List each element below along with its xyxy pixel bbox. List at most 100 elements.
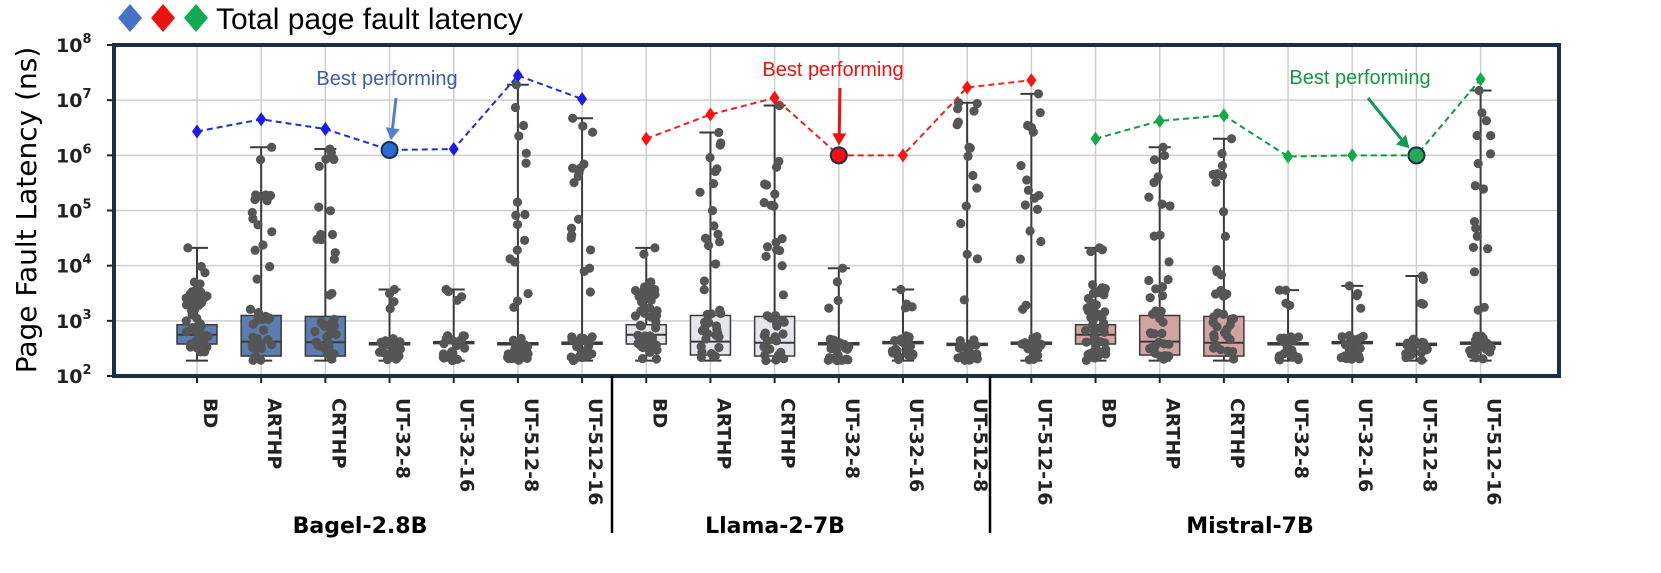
data-point: [761, 251, 771, 262]
data-point: [573, 171, 583, 182]
data-point: [829, 335, 839, 345]
data-point: [696, 352, 706, 362]
data-point: [1154, 337, 1164, 347]
data-point: [185, 289, 195, 299]
data-point: [772, 321, 782, 331]
data-point: [714, 237, 725, 247]
data-point: [1164, 257, 1174, 267]
x-tick-label: UT-512-8: [1418, 398, 1440, 492]
data-point: [778, 329, 788, 339]
x-tick-label: CRTHP: [1226, 398, 1248, 469]
x-tick-label: UT-32-8: [1290, 398, 1312, 479]
data-point: [456, 335, 466, 346]
x-tick-label: UT-512-8: [969, 398, 991, 492]
x-tick-label: BD: [1098, 398, 1120, 428]
data-point: [1163, 274, 1173, 285]
data-point: [521, 158, 531, 168]
data-point: [245, 304, 255, 314]
data-point: [1033, 339, 1044, 349]
data-point: [310, 326, 320, 337]
data-point: [953, 117, 963, 127]
data-point: [265, 190, 276, 201]
data-point: [1094, 243, 1104, 253]
data-point: [1088, 280, 1098, 290]
data-point: [1164, 339, 1174, 349]
data-point: [1027, 345, 1037, 355]
data-point: [962, 249, 972, 259]
legend-marker-blue: [118, 4, 142, 32]
total-latency-marker: [320, 122, 331, 137]
total-latency-marker: [769, 90, 780, 105]
data-point: [316, 235, 327, 245]
data-point: [385, 304, 395, 314]
data-point: [523, 349, 533, 359]
x-tick-label: UT-512-16: [1033, 398, 1055, 505]
y-axis-label: Page Fault Latency (ns): [10, 47, 43, 374]
total-latency-marker: [1347, 148, 1358, 163]
data-point: [833, 295, 843, 306]
total-latency-marker: [1026, 73, 1037, 88]
data-point: [1100, 307, 1110, 317]
annotation-arrow: [1366, 97, 1407, 145]
data-point: [1228, 314, 1239, 324]
data-point: [832, 277, 842, 287]
best-performing-label: Best performing: [316, 68, 457, 90]
data-point: [778, 315, 788, 325]
data-point: [1094, 350, 1104, 360]
data-point: [1153, 172, 1163, 182]
data-point: [248, 355, 258, 365]
data-point: [1353, 288, 1363, 299]
data-point: [566, 223, 577, 233]
data-point: [1218, 309, 1229, 319]
data-point: [576, 348, 586, 358]
data-point: [776, 347, 786, 357]
data-point: [1471, 223, 1481, 233]
data-point: [567, 335, 577, 345]
data-point: [520, 235, 530, 246]
legend-marker-red: [151, 4, 175, 32]
data-point: [1211, 177, 1221, 187]
data-point: [394, 351, 404, 361]
data-point: [972, 183, 982, 193]
data-point: [1354, 354, 1365, 364]
data-point: [770, 189, 780, 199]
data-point: [579, 333, 589, 344]
data-point: [265, 261, 275, 272]
data-point: [1025, 226, 1035, 236]
data-point: [1032, 204, 1043, 214]
data-point: [636, 321, 647, 331]
data-point: [972, 354, 982, 364]
data-point: [447, 347, 457, 357]
total-latency-marker: [1218, 108, 1229, 123]
data-point: [1479, 340, 1489, 350]
data-point: [1474, 85, 1484, 96]
group-separators: [610, 376, 992, 533]
data-point: [639, 249, 649, 259]
data-point: [1148, 309, 1158, 319]
data-point: [640, 282, 650, 292]
data-point: [1473, 158, 1483, 169]
data-point: [185, 342, 196, 352]
data-point: [1089, 326, 1099, 336]
data-point: [824, 303, 834, 313]
data-point: [1212, 267, 1222, 277]
data-point: [511, 80, 521, 90]
data-point: [192, 313, 202, 323]
data-point: [1016, 161, 1026, 171]
data-point: [1100, 338, 1110, 348]
data-point: [893, 354, 904, 365]
data-point: [203, 331, 213, 341]
group-label: Bagel-2.8B: [293, 514, 428, 539]
data-point: [196, 321, 206, 331]
data-point: [1083, 293, 1093, 304]
data-point: [1226, 134, 1237, 144]
data-point: [1165, 201, 1175, 211]
data-point: [441, 284, 451, 295]
data-point: [1158, 317, 1168, 327]
data-point: [712, 164, 722, 174]
data-point: [1210, 289, 1221, 299]
annotation-arrow: [837, 87, 842, 140]
data-point: [442, 331, 453, 341]
x-tick-label: CRTHP: [777, 398, 799, 469]
annotation-arrow: [390, 97, 398, 135]
